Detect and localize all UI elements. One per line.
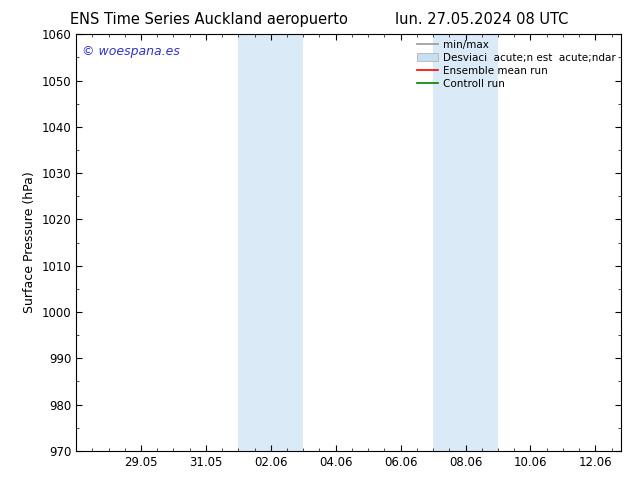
Text: lun. 27.05.2024 08 UTC: lun. 27.05.2024 08 UTC (395, 12, 569, 27)
Bar (433, 34, 498, 451)
Text: ENS Time Series Auckland aeropuerto: ENS Time Series Auckland aeropuerto (70, 12, 348, 27)
Y-axis label: Surface Pressure (hPa): Surface Pressure (hPa) (23, 172, 36, 314)
Text: © woespana.es: © woespana.es (82, 45, 179, 58)
Bar (238, 34, 303, 451)
Legend: min/max, Desviaci  acute;n est  acute;ndar, Ensemble mean run, Controll run: min/max, Desviaci acute;n est acute;ndar… (417, 40, 616, 89)
